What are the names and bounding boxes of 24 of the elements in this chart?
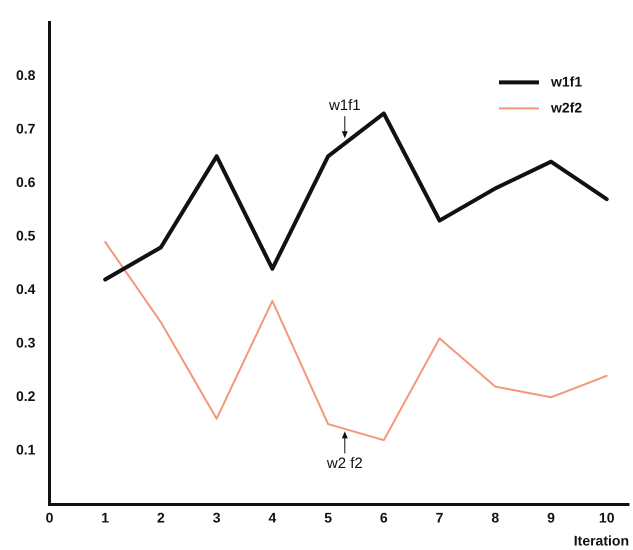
x-tick-label: 0 [46,510,54,526]
x-axis-title: Iteration [574,532,629,548]
annotation: w1f1 [328,96,361,114]
x-tick-label: 3 [212,510,221,526]
legend-label: w2f2 [550,99,582,116]
x-tick-label: 4 [268,510,276,526]
x-tick-label: 6 [380,510,388,526]
y-tick-label: 0.5 [16,227,36,244]
x-tick-label: 10 [598,510,615,526]
y-tick-label: 0.4 [16,281,36,298]
legend-label: w1f1 [550,73,582,90]
annotation: w2 f2 [326,455,363,472]
x-tick-label: 5 [324,510,332,526]
y-tick-label: 0.3 [16,334,36,351]
y-tick-label: 0.8 [16,66,36,83]
y-tick-label: 0.2 [16,388,36,404]
x-tick-label: 9 [547,510,556,526]
x-tick-label: 2 [157,510,166,526]
x-tick-label: 1 [101,510,110,526]
x-tick-label: 7 [436,510,444,526]
y-tick-label: 0.6 [16,174,36,190]
y-tick-label: 0.7 [16,120,36,136]
y-tick-label: 0.1 [16,442,36,458]
x-tick-label: 8 [491,510,500,526]
